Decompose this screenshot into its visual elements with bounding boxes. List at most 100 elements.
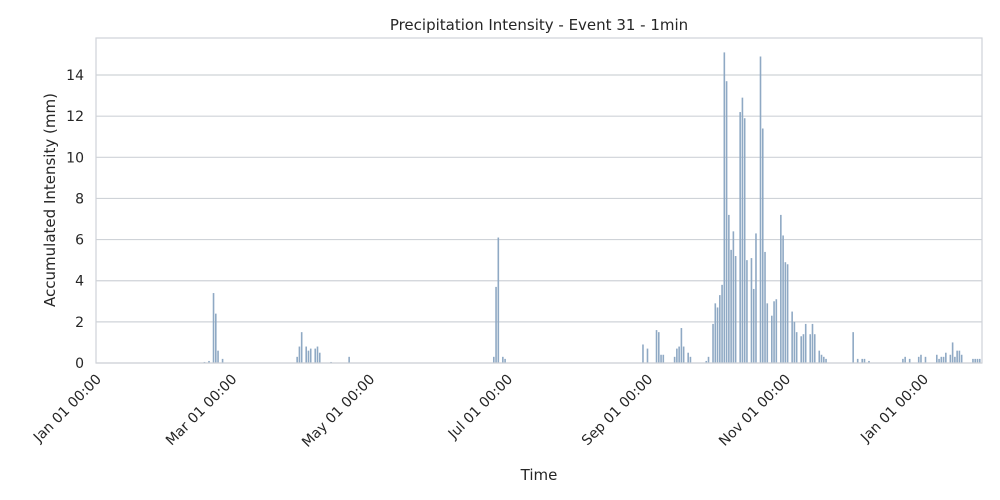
precipitation-bar bbox=[773, 301, 775, 363]
precipitation-bar bbox=[924, 356, 927, 363]
precipitation-bar bbox=[978, 358, 981, 363]
precipitation-bar bbox=[743, 118, 746, 363]
precipitation-bar bbox=[734, 256, 737, 363]
precipitation-bar bbox=[318, 352, 321, 363]
precipitation-bar bbox=[940, 356, 943, 363]
precipitation-bar bbox=[716, 307, 719, 363]
precipitation-bar bbox=[741, 97, 744, 363]
precipitation-bar bbox=[791, 311, 793, 363]
precipitation-bar bbox=[951, 342, 954, 363]
precipitation-bar bbox=[902, 358, 904, 363]
precipitation-bar bbox=[721, 284, 723, 363]
y-tick-label: 2 bbox=[75, 315, 84, 331]
precipitation-bar bbox=[780, 214, 782, 363]
precipitation-bar bbox=[746, 260, 748, 363]
precipitation-bar bbox=[676, 348, 678, 363]
precipitation-bar bbox=[307, 350, 310, 363]
precipitation-bar bbox=[214, 313, 217, 363]
precipitation-bar bbox=[861, 358, 864, 363]
precipitation-bar bbox=[809, 334, 812, 363]
precipitation-bar bbox=[938, 358, 940, 363]
precipitation-bar bbox=[958, 350, 961, 363]
precipitation-bar bbox=[657, 332, 660, 363]
precipitation-bar bbox=[497, 237, 500, 363]
x-tick-label: Mar 01 00:00 bbox=[163, 372, 240, 449]
x-axis-label: Time bbox=[520, 466, 558, 484]
precipitation-bar bbox=[752, 288, 755, 363]
y-tick-label: 8 bbox=[75, 191, 84, 207]
precipitation-bar bbox=[750, 258, 753, 363]
precipitation-bar bbox=[822, 356, 825, 363]
x-tick-label: Jan 01 00:00 bbox=[30, 372, 105, 447]
precipitation-bar bbox=[314, 348, 317, 363]
precipitation-bar bbox=[723, 52, 726, 363]
precipitation-bar bbox=[976, 358, 979, 363]
precipitation-bar bbox=[802, 334, 805, 363]
y-tick-label: 14 bbox=[66, 68, 84, 84]
precipitation-bar bbox=[811, 323, 814, 363]
precipitation-bar bbox=[682, 346, 685, 363]
precipitation-bar bbox=[687, 352, 689, 363]
precipitation-bar bbox=[784, 262, 787, 363]
precipitation-bar bbox=[904, 356, 906, 363]
precipitation-bar bbox=[949, 354, 952, 363]
precipitation-bar bbox=[642, 344, 644, 363]
x-tick-label: Jan 01 00:00 bbox=[857, 372, 932, 447]
precipitation-bar bbox=[920, 354, 922, 363]
precipitation-bar bbox=[728, 214, 730, 363]
precipitation-bar bbox=[813, 334, 816, 363]
precipitation-bar bbox=[316, 346, 319, 363]
y-tick-layer: 0 2 4 6 8 10 12 14 bbox=[66, 68, 84, 372]
precipitation-bar bbox=[707, 356, 710, 363]
precipitation-bar bbox=[755, 233, 757, 363]
y-tick-label: 0 bbox=[75, 356, 84, 372]
precipitation-bar bbox=[935, 354, 938, 363]
y-tick-label: 12 bbox=[66, 109, 84, 125]
precipitation-bar bbox=[732, 231, 735, 363]
y-tick-label: 10 bbox=[66, 150, 84, 166]
precipitation-bar bbox=[502, 356, 504, 363]
precipitation-bar bbox=[775, 299, 778, 363]
precipitation-bar bbox=[680, 328, 683, 363]
precipitation-bar bbox=[793, 321, 796, 363]
precipitation-bar bbox=[673, 356, 676, 363]
precipitation-bar bbox=[956, 350, 958, 363]
precipitation-bar bbox=[782, 235, 784, 363]
precipitation-bar bbox=[868, 360, 870, 363]
precipitation-bar bbox=[725, 81, 728, 364]
precipitation-bar bbox=[960, 354, 963, 363]
chart-title: Precipitation Intensity - Event 31 - 1mi… bbox=[390, 16, 688, 34]
x-tick-label: May 01 00:00 bbox=[299, 372, 378, 451]
y-axis-label: Accumulated Intensity (mm) bbox=[41, 93, 59, 307]
precipitation-bar bbox=[766, 303, 769, 363]
precipitation-bar bbox=[795, 332, 798, 363]
precipitation-bar bbox=[972, 358, 974, 363]
precipitation-bar bbox=[954, 356, 956, 363]
precipitation-bar bbox=[678, 346, 680, 363]
x-tick-label: Sep 01 00:00 bbox=[579, 372, 656, 449]
precipitation-bar bbox=[974, 358, 977, 363]
precipitation-bar bbox=[348, 356, 350, 363]
precipitation-bar bbox=[730, 249, 732, 363]
precipitation-bar bbox=[908, 358, 911, 363]
precipitation-bar bbox=[714, 303, 717, 363]
bar-layer bbox=[203, 52, 981, 364]
precipitation-bar bbox=[689, 356, 692, 363]
precipitation-bar bbox=[825, 358, 827, 363]
precipitation-bar bbox=[818, 350, 821, 363]
precipitation-bar bbox=[764, 251, 766, 363]
precipitation-bar bbox=[655, 330, 658, 363]
precipitation-bar bbox=[217, 350, 219, 363]
precipitation-bar bbox=[646, 348, 649, 363]
precipitation-bar bbox=[662, 354, 665, 363]
precipitation-bar bbox=[221, 358, 224, 363]
precipitation-bar bbox=[300, 332, 303, 363]
plot-frame bbox=[95, 37, 983, 364]
y-tick-label: 4 bbox=[75, 274, 84, 290]
precipitation-bar bbox=[492, 356, 495, 363]
precipitation-bar bbox=[800, 336, 802, 363]
precipitation-bar bbox=[298, 346, 301, 363]
grid-layer bbox=[96, 74, 982, 364]
